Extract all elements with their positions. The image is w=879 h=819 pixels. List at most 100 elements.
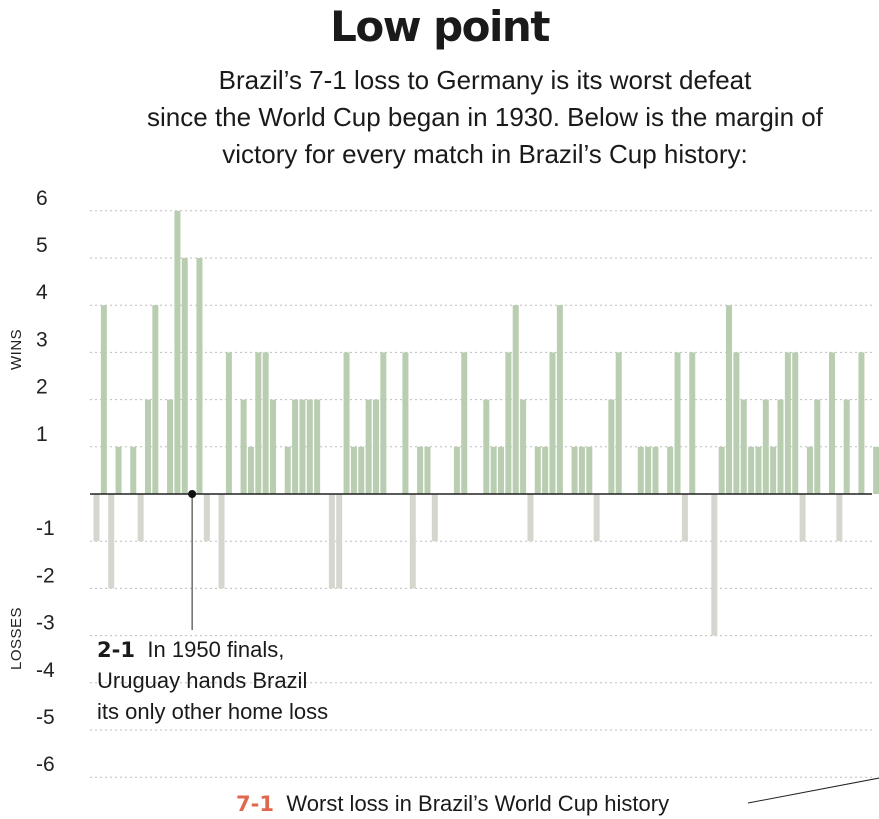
bar-win: [762, 399, 769, 494]
bar-win: [578, 446, 585, 494]
bar-win: [542, 446, 549, 494]
bar-win: [181, 258, 188, 494]
annotation-1950-final: 2-1 In 1950 finals, Uruguay hands Brazil…: [97, 490, 328, 724]
subtitle-line: since the World Cup began in 1930. Below…: [147, 102, 823, 132]
bar-win: [608, 399, 615, 494]
bar-win: [461, 352, 468, 494]
bar-win: [402, 352, 409, 494]
bar-win: [549, 352, 556, 494]
bar-win: [144, 399, 151, 494]
bar-loss: [328, 494, 335, 589]
bar-win: [255, 352, 262, 494]
y-tick-label: 3: [36, 328, 48, 351]
annotation-worst-loss: 7-1 Worst loss in Brazil’s World Cup his…: [236, 777, 879, 816]
annotation-line: Worst loss in Brazil’s World Cup history: [286, 791, 669, 816]
bar-series: [93, 210, 879, 636]
bar-win: [365, 399, 372, 494]
y-tick-label: 2: [36, 376, 48, 399]
bar-win: [270, 399, 277, 494]
bar-loss: [681, 494, 688, 542]
bar-win: [777, 399, 784, 494]
bar-win: [174, 210, 181, 495]
bar-win: [784, 352, 791, 494]
bar-win: [380, 352, 387, 494]
bar-win: [424, 446, 431, 494]
bar-win: [372, 399, 379, 494]
bar-win: [689, 352, 696, 494]
bar-win: [115, 446, 122, 494]
bar-win: [343, 352, 350, 494]
bar-win: [792, 352, 799, 494]
annotation-line: In 1950 finals,: [147, 637, 284, 662]
bar-win: [674, 352, 681, 494]
bar-win: [292, 399, 299, 494]
bar-win: [490, 446, 497, 494]
bar-loss: [108, 494, 115, 589]
y-tick-label: -1: [36, 517, 55, 540]
bar-win: [100, 305, 107, 494]
bar-win: [350, 446, 357, 494]
annotation-marker: [188, 490, 197, 498]
chart-subtitle: Brazil’s 7-1 loss to Germany is its wors…: [90, 62, 879, 173]
bar-loss: [836, 494, 843, 542]
bar-win: [740, 399, 747, 494]
bar-win: [586, 446, 593, 494]
annotation-line: Uruguay hands Brazil: [97, 668, 307, 693]
annotation-leader-line: [747, 777, 879, 804]
bar-win: [726, 305, 733, 494]
bar-win: [417, 446, 424, 494]
bar-win: [483, 399, 490, 494]
bar-loss: [203, 494, 210, 542]
bar-win: [225, 352, 232, 494]
y-tick-label: 5: [36, 234, 48, 257]
annotation-1950-text: 2-1 In 1950 finals,: [97, 637, 284, 662]
bar-win: [240, 399, 247, 494]
bar-win: [755, 446, 762, 494]
y-axis-label-losses: LOSSES: [8, 607, 25, 670]
chart-title: Low point: [330, 2, 550, 51]
bar-loss: [93, 494, 100, 542]
bar-loss: [593, 494, 600, 542]
bar-win: [284, 446, 291, 494]
bar-win: [806, 446, 813, 494]
subtitle-line: Brazil’s 7-1 loss to Germany is its wors…: [218, 65, 752, 95]
bar-win: [637, 446, 644, 494]
subtitle-line: victory for every match in Brazil’s Cup …: [222, 139, 748, 169]
bar-loss: [799, 494, 806, 542]
y-tick-label: -4: [36, 659, 55, 682]
bar-loss: [336, 494, 343, 589]
bar-win: [858, 352, 865, 494]
bar-win: [358, 446, 365, 494]
bar-win: [196, 258, 203, 494]
y-axis-ticks: 6 5 4 3 2 1 -1 -2 -3 -4 -5 -6: [36, 187, 55, 776]
bar-win: [718, 446, 725, 494]
bar-win: [829, 352, 835, 494]
y-tick-label: -6: [36, 753, 55, 776]
annotation-worst-loss-text: 7-1 Worst loss in Brazil’s World Cup his…: [236, 791, 669, 816]
bar-win: [873, 446, 879, 494]
bar-win: [843, 399, 850, 494]
bar-win: [299, 399, 306, 494]
annotation-score: 7-1: [236, 792, 274, 816]
bar-loss: [409, 494, 416, 589]
y-tick-label: -5: [36, 706, 55, 729]
bar-win: [534, 446, 541, 494]
y-tick-label: 1: [36, 423, 48, 446]
bar-win: [152, 305, 159, 494]
bar-win: [615, 352, 622, 494]
y-tick-label: 6: [36, 187, 48, 210]
bar-win: [748, 446, 755, 494]
bar-win: [512, 305, 519, 494]
bar-win: [520, 399, 527, 494]
bar-win: [498, 446, 505, 494]
bar-win: [770, 446, 777, 494]
annotation-score: 2-1: [97, 638, 135, 662]
y-tick-label: -3: [36, 612, 55, 635]
bar-win: [247, 446, 254, 494]
bar-loss: [711, 494, 718, 636]
bar-loss: [218, 494, 225, 589]
y-tick-label: -2: [36, 564, 55, 587]
bar-win: [733, 352, 740, 494]
y-tick-label: 4: [36, 281, 48, 304]
